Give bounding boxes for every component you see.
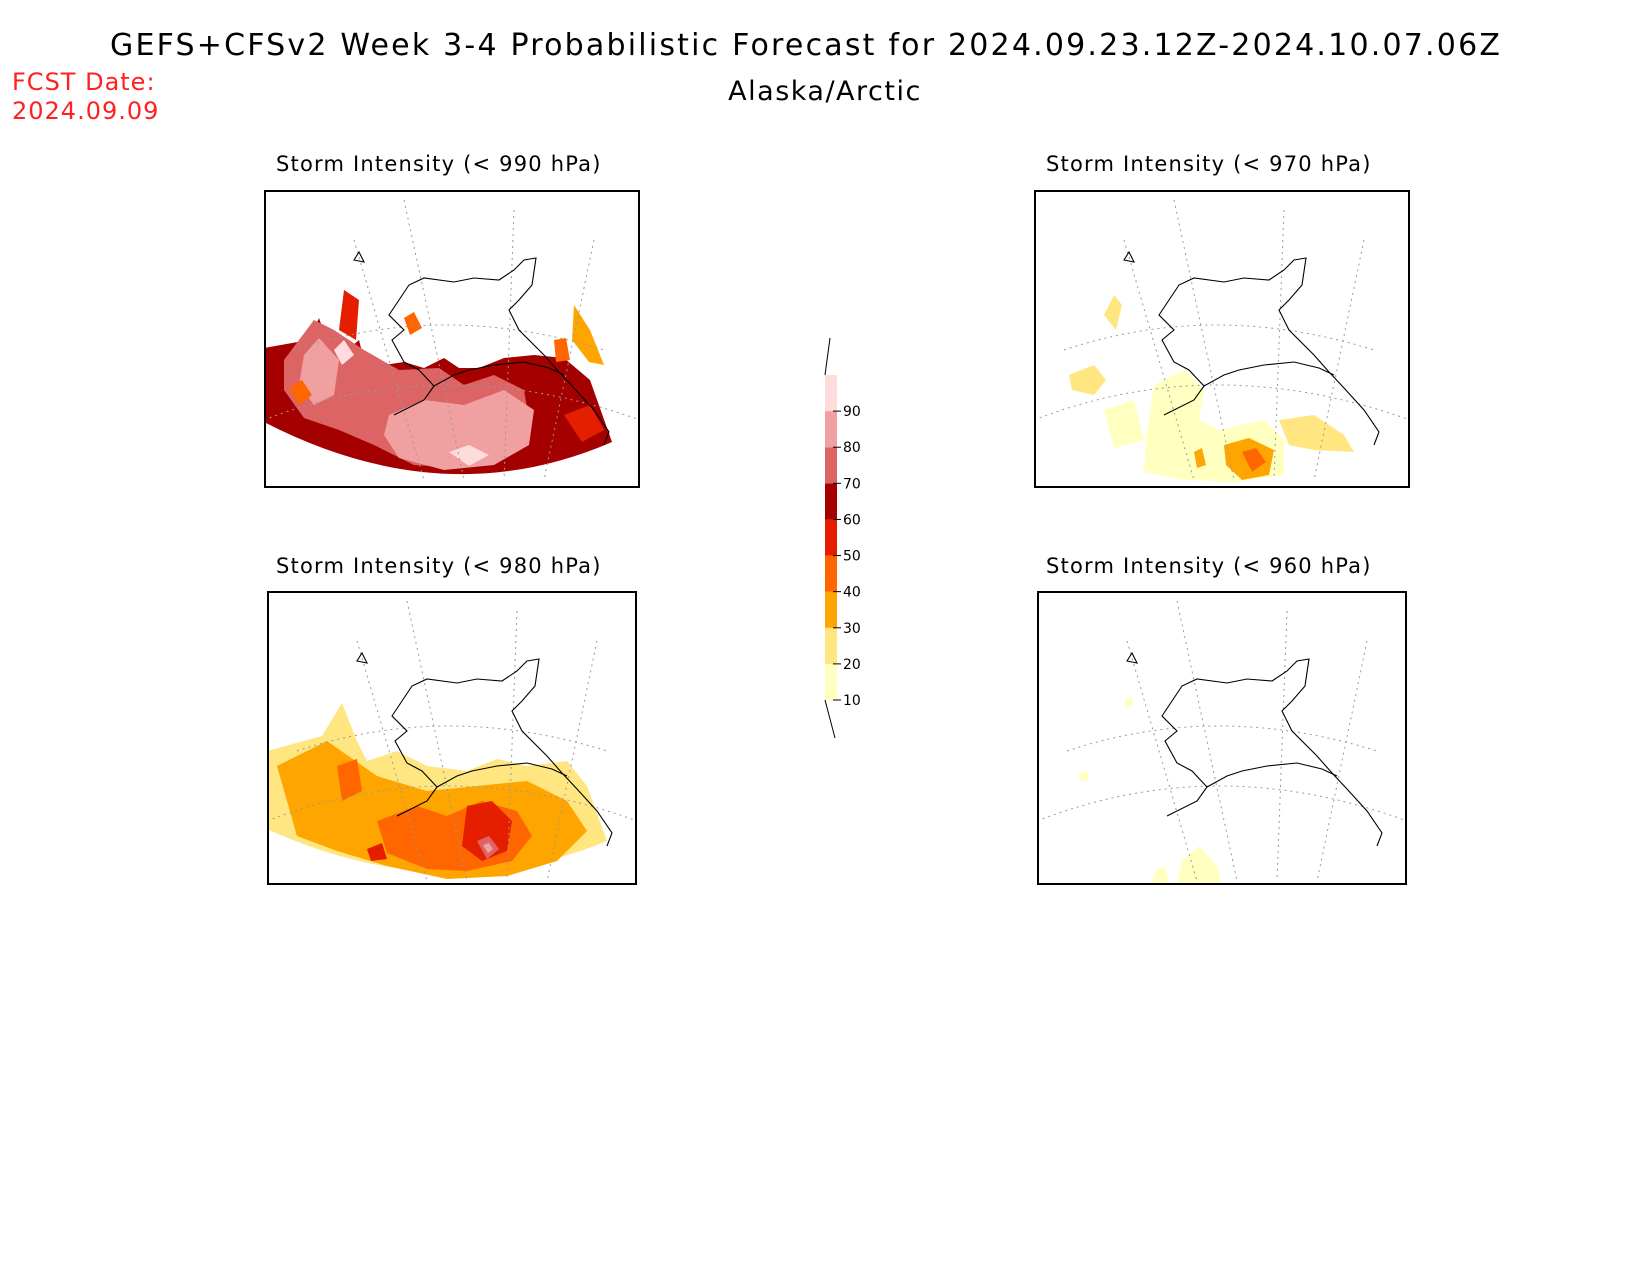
panel-frame-980 [267, 591, 637, 885]
shading-990 [264, 290, 612, 475]
coastline-960 [1126, 651, 1383, 847]
colorbar-bottom-tip [824, 699, 836, 739]
forecast-date-value: 2024.09.09 [12, 97, 160, 125]
coastline-980 [356, 651, 613, 847]
colorbar-swatch [825, 411, 837, 448]
coastline-970 [1123, 250, 1380, 446]
colorbar-swatch [825, 663, 837, 700]
colorbar-swatch [825, 627, 837, 664]
colorbar-swatch [825, 447, 837, 484]
map-panel-980 [267, 591, 637, 885]
colorbar-label: 90 [843, 404, 860, 420]
colorbar-label: 20 [843, 657, 860, 673]
colorbar-label: 10 [843, 693, 860, 709]
colorbar-label: 80 [843, 440, 860, 456]
colorbar-label: 40 [843, 585, 860, 601]
shading-970 [1069, 295, 1354, 482]
shading-960 [1079, 696, 1222, 885]
colorbar: 10 20 30 40 50 60 70 80 90 [824, 337, 860, 739]
colorbar-swatch [825, 519, 837, 556]
colorbar-swatch [825, 591, 837, 628]
map-panel-970 [1034, 190, 1410, 488]
map-panel-960 [1037, 591, 1407, 885]
panel-frame-970 [1034, 190, 1410, 488]
colorbar-label: 50 [843, 549, 860, 565]
panel-frame-990 [264, 190, 640, 488]
coastline-990 [353, 250, 610, 446]
panel-frame-960 [1037, 591, 1407, 885]
panel-title-990: Storm Intensity (< 990 hPa) [276, 152, 602, 176]
colorbar-swatch [825, 375, 837, 412]
colorbar-fills [825, 375, 837, 700]
map-grid-960 [1037, 600, 1407, 882]
map-panel-990 [264, 190, 640, 488]
forecast-date-block: FCST Date: 2024.09.09 [12, 68, 159, 126]
colorbar-labels: 10 20 30 40 50 60 70 80 90 [833, 404, 860, 709]
shading-980 [267, 703, 607, 879]
figure-title: GEFS+CFSv2 Week 3-4 Probabilistic Foreca… [110, 28, 1503, 63]
colorbar-label: 70 [843, 476, 860, 492]
figure-subtitle: Alaska/Arctic [728, 76, 922, 107]
map-grid-980 [267, 600, 637, 882]
panel-title-960: Storm Intensity (< 960 hPa) [1046, 554, 1372, 578]
colorbar-label: 30 [843, 621, 860, 637]
colorbar-label: 60 [843, 512, 860, 528]
panel-title-980: Storm Intensity (< 980 hPa) [276, 554, 602, 578]
forecast-date-label: FCST Date: [12, 68, 156, 96]
colorbar-swatch [825, 555, 837, 592]
colorbar-swatch [825, 483, 837, 520]
colorbar-top-tip [824, 337, 831, 376]
panel-title-970: Storm Intensity (< 970 hPa) [1046, 152, 1372, 176]
